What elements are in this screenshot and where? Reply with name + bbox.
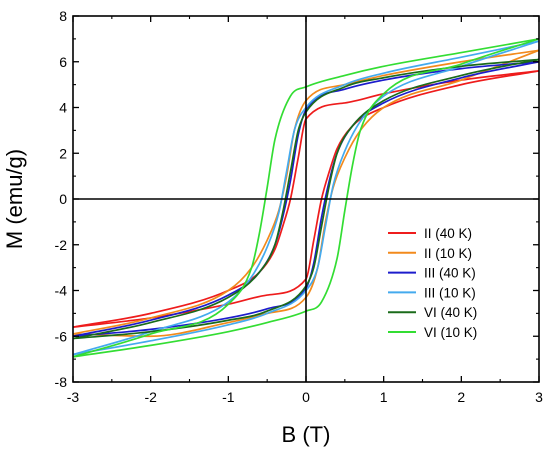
series-vi-40-k <box>73 58 539 340</box>
x-tick-label: 2 <box>457 389 465 405</box>
ticks-layer <box>72 15 540 383</box>
series-layer <box>73 38 539 358</box>
zero-lines <box>73 16 539 382</box>
y-tick-label: 4 <box>59 100 67 116</box>
legend-entry-iii-10-k: III (10 K) <box>388 285 476 300</box>
series-iii-40-k-sweep-down <box>73 60 539 338</box>
x-tick-label: -1 <box>222 389 235 405</box>
legend-label: II (10 K) <box>424 246 472 261</box>
series-iii-10-k-sweep-down <box>73 40 539 356</box>
x-tick-label: 1 <box>380 389 388 405</box>
x-tick-label: -3 <box>67 389 80 405</box>
y-tick-label: 6 <box>59 54 67 70</box>
series-iii-40-k <box>73 60 539 338</box>
series-iii-10-k <box>73 40 539 356</box>
y-tick-label: 8 <box>59 8 67 24</box>
series-vi-40-k-sweep-up <box>73 58 539 340</box>
y-tick-label: -2 <box>55 237 68 253</box>
y-tick-label: -8 <box>55 374 68 390</box>
series-vi-10-k-sweep-up <box>73 38 539 358</box>
legend-entry-vi-40-k: VI (40 K) <box>388 305 477 320</box>
y-tick-label: -6 <box>55 328 68 344</box>
series-vi-10-k-sweep-down <box>73 38 539 358</box>
x-tick-label: -2 <box>144 389 157 405</box>
legend: II (40 K) II (10 K) III (40 K) III (10 K) VI… <box>388 226 477 340</box>
y-tick-label: -4 <box>55 283 68 299</box>
y-tick-label: 2 <box>59 145 67 161</box>
x-tick-label: 0 <box>302 389 310 405</box>
series-iii-40-k-sweep-up <box>73 60 539 338</box>
legend-label: II (40 K) <box>424 226 472 241</box>
legend-label: VI (40 K) <box>424 305 477 320</box>
legend-label: III (10 K) <box>424 285 476 300</box>
series-iii-10-k-sweep-up <box>73 40 539 356</box>
legend-label: VI (10 K) <box>424 325 477 340</box>
y-axis-title: M (emu/g) <box>2 149 27 249</box>
legend-label: III (40 K) <box>424 266 476 281</box>
legend-entry-ii-40-k: II (40 K) <box>388 226 472 241</box>
legend-entry-ii-10-k: II (10 K) <box>388 246 472 261</box>
series-vi-40-k-sweep-down <box>73 58 539 340</box>
x-tick-label: 3 <box>535 389 543 405</box>
y-tick-label: 0 <box>59 191 67 207</box>
legend-entry-vi-10-k: VI (10 K) <box>388 325 477 340</box>
tick-labels: -3 -2 -1 0 1 2 3 -8 -6 -4 -2 0 2 4 6 8 <box>55 8 544 405</box>
series-vi-10-k <box>73 38 539 358</box>
legend-entry-iii-40-k: III (40 K) <box>388 266 476 281</box>
x-axis-title: B (T) <box>282 422 331 447</box>
